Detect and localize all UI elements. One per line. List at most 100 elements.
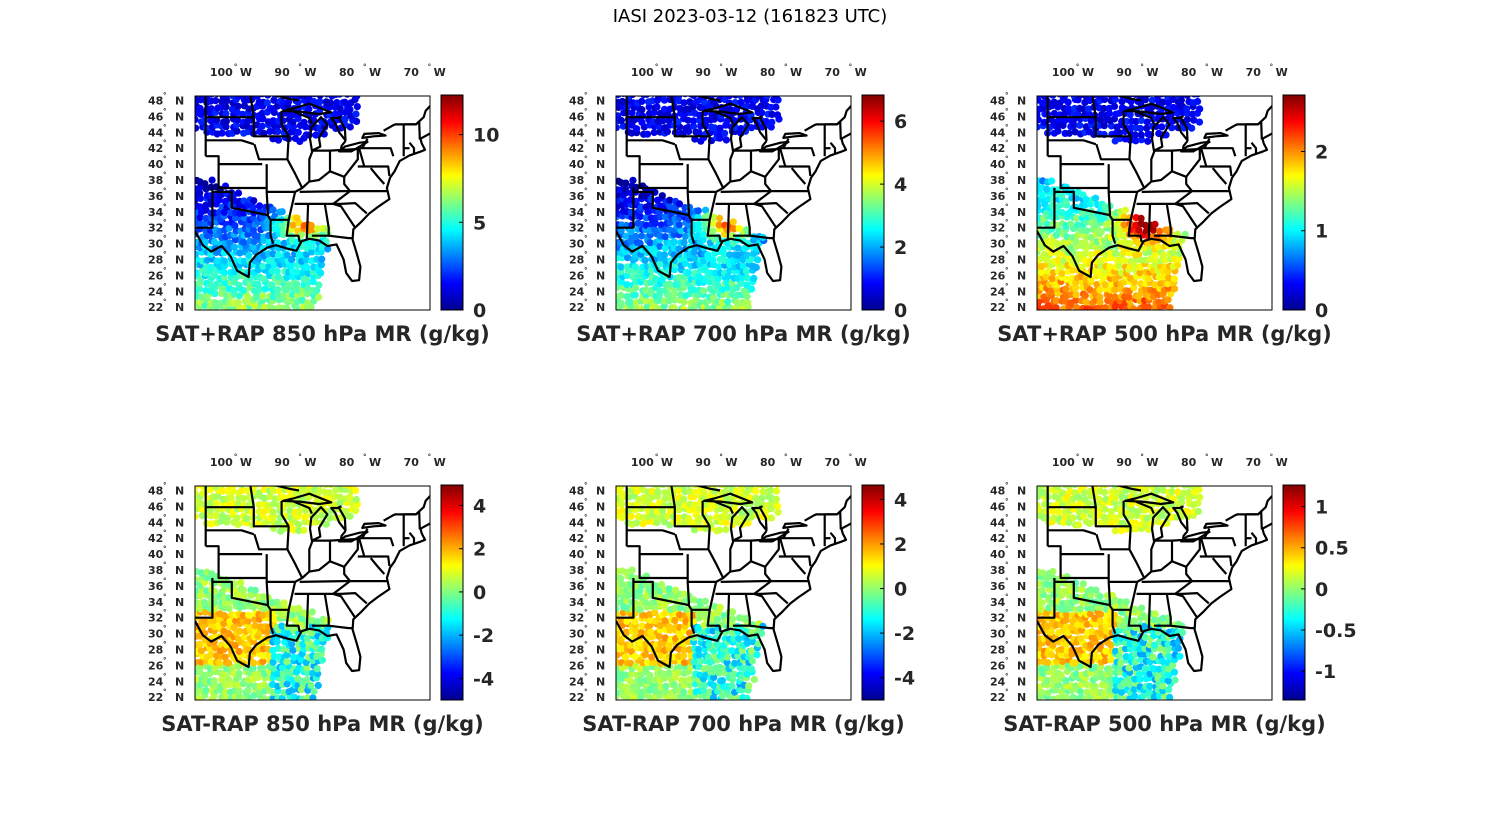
data-point xyxy=(1119,84,1126,91)
data-point xyxy=(1071,486,1079,489)
data-point xyxy=(260,303,268,310)
data-point xyxy=(218,476,225,483)
degree-mark: ° xyxy=(163,123,167,131)
data-point xyxy=(645,103,653,111)
data-point xyxy=(211,272,219,280)
data-point xyxy=(284,281,292,289)
state-borders-sat-rap-sum-850 xyxy=(195,96,430,283)
data-point xyxy=(711,124,719,132)
data-point xyxy=(1106,263,1114,271)
data-point xyxy=(1118,97,1126,105)
degree-mark: ° xyxy=(584,155,588,163)
data-point xyxy=(1038,191,1046,199)
data-point xyxy=(225,224,233,232)
data-point xyxy=(1158,475,1165,482)
state-border xyxy=(332,580,389,595)
degree-mark: ° xyxy=(584,513,588,521)
data-point xyxy=(661,617,669,625)
data-point xyxy=(249,86,256,93)
data-point xyxy=(1081,489,1089,497)
degree-mark: ° xyxy=(1270,63,1274,71)
lon-label: 90 xyxy=(695,456,711,469)
lon-hemisphere: W xyxy=(1211,66,1223,79)
data-point xyxy=(1081,239,1089,248)
data-point xyxy=(635,473,642,480)
data-point xyxy=(757,474,764,481)
data-point xyxy=(646,616,655,624)
data-point xyxy=(684,116,692,124)
map-panel-sat-rap-sum-850: 48 ° N46 ° N44 ° N42 ° N40 ° N38 ° N36 ° N34 ° N32 ° N30 ° N… xyxy=(148,63,499,346)
data-point xyxy=(709,227,717,235)
data-point xyxy=(197,500,205,508)
data-point xyxy=(273,638,281,646)
degree-mark: ° xyxy=(584,593,588,601)
state-border xyxy=(287,191,297,221)
lat-label: 22 xyxy=(148,691,163,704)
data-point xyxy=(204,475,211,482)
lat-label: 32 xyxy=(990,222,1005,235)
data-point xyxy=(1077,662,1085,670)
data-point xyxy=(342,86,349,93)
data-point xyxy=(703,84,710,91)
degree-mark: ° xyxy=(163,219,167,227)
state-border xyxy=(253,526,290,551)
data-point xyxy=(676,85,683,92)
data-point xyxy=(1175,86,1182,93)
state-border xyxy=(764,538,780,568)
state-border xyxy=(205,529,255,536)
data-point xyxy=(1063,573,1071,581)
data-point xyxy=(1137,475,1144,482)
data-point xyxy=(1102,647,1110,655)
data-point xyxy=(259,652,267,660)
data-point xyxy=(234,299,242,307)
data-point xyxy=(220,612,228,620)
data-point xyxy=(255,501,263,509)
data-point xyxy=(617,116,626,125)
data-point xyxy=(1185,488,1193,497)
great-lake xyxy=(338,140,369,153)
data-point xyxy=(195,512,199,521)
data-point xyxy=(634,85,641,92)
data-point xyxy=(1173,486,1181,488)
degree-mark: ° xyxy=(655,63,659,71)
state-border xyxy=(1153,203,1172,237)
data-point xyxy=(730,670,738,678)
data-point xyxy=(341,98,349,106)
lat-label: 36 xyxy=(569,190,585,203)
data-point xyxy=(648,493,656,501)
data-point xyxy=(215,615,224,623)
lat-label: 26 xyxy=(148,269,164,282)
data-point xyxy=(1057,671,1065,679)
state-border xyxy=(249,486,289,528)
data-point xyxy=(288,640,296,648)
data-point xyxy=(250,197,258,205)
data-point xyxy=(716,603,724,612)
data-point xyxy=(681,232,690,240)
data-point xyxy=(299,268,307,277)
data-point xyxy=(1097,116,1105,124)
data-point xyxy=(695,220,703,228)
lat-hemisphere: N xyxy=(596,269,605,282)
data-point xyxy=(1120,221,1128,229)
data-point xyxy=(288,611,296,619)
data-point xyxy=(313,638,321,647)
great-lake xyxy=(702,492,754,506)
data-point xyxy=(719,245,727,253)
data-point xyxy=(1076,499,1084,507)
data-point xyxy=(264,83,271,90)
data-point xyxy=(691,302,699,310)
data-point xyxy=(655,122,663,131)
data-point xyxy=(1039,85,1046,92)
data-point xyxy=(275,653,283,661)
data-point xyxy=(1143,118,1151,126)
data-point xyxy=(1075,85,1082,92)
lat-label: 34 xyxy=(990,206,1006,219)
data-point xyxy=(1064,628,1072,637)
state-borders-sat-rap-sum-700 xyxy=(616,96,851,283)
data-point xyxy=(265,652,273,660)
data-point xyxy=(313,255,321,263)
state-border xyxy=(265,581,270,606)
data-point xyxy=(762,117,770,126)
lat-label: 36 xyxy=(148,190,164,203)
lon-hemisphere: W xyxy=(240,66,252,79)
